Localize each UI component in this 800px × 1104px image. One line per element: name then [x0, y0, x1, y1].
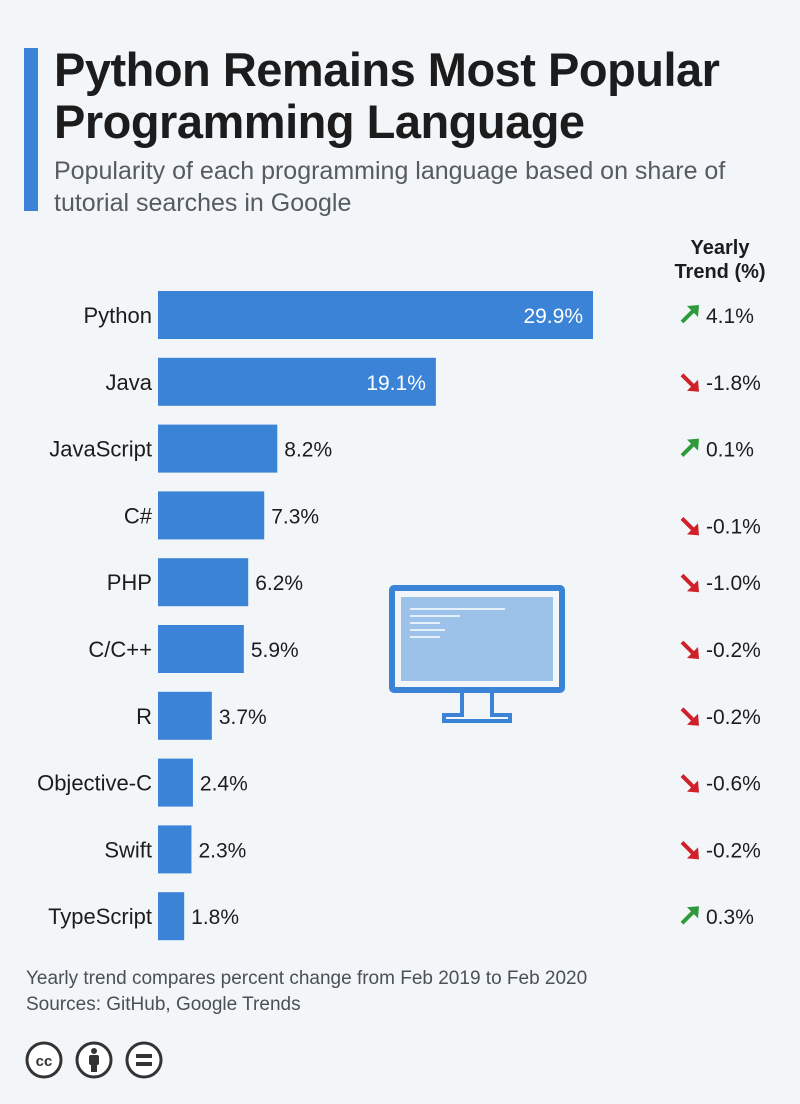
monitor-icon — [389, 585, 565, 723]
trend-label: -0.6% — [706, 773, 761, 796]
trend-header-line1: Yearly — [691, 237, 751, 259]
bar — [158, 558, 249, 607]
trend-layer: 4.1% -1.8% 0.1% -0.1% -1.0% -0.2% -0.2% -0.6% -0… — [680, 305, 761, 929]
svg-text:cc: cc — [36, 1053, 53, 1070]
trend-up-arrow-icon — [680, 906, 699, 925]
trend-label: -0.2% — [706, 706, 761, 729]
footer: Yearly trend compares percent change fro… — [26, 966, 587, 1018]
arrow-head — [687, 580, 699, 593]
arrow-head — [687, 847, 699, 860]
no-derivatives-icon — [125, 1041, 163, 1079]
arrow-head — [687, 780, 699, 793]
page-title: Python Remains Most Popular Programming … — [54, 43, 720, 148]
footer-sources: Sources: GitHub, Google Trends — [26, 994, 301, 1015]
trend-down-arrow-icon — [680, 373, 699, 392]
trend-header-line2: Trend (%) — [674, 261, 765, 283]
category-label: Swift — [104, 837, 152, 862]
value-label: 2.4% — [200, 773, 248, 796]
trend-down-arrow-icon — [680, 774, 699, 793]
title-accent-bar — [24, 48, 38, 211]
footer-note: Yearly trend compares percent change fro… — [26, 968, 588, 989]
category-label: Objective-C — [37, 771, 152, 796]
trend-label: -1.8% — [706, 372, 761, 395]
trend-label: -0.2% — [706, 639, 761, 662]
bar — [158, 491, 265, 540]
arrow-head — [687, 305, 699, 317]
bar — [158, 691, 212, 740]
category-label: C# — [124, 503, 153, 528]
bar — [158, 291, 593, 339]
category-label: Python — [84, 303, 153, 328]
license-icons: cc — [24, 1040, 164, 1080]
bar — [158, 625, 244, 673]
page-subtitle: Popularity of each programming language … — [54, 157, 726, 217]
trend-down-arrow-icon — [680, 840, 699, 860]
trend-label: 0.3% — [706, 906, 754, 929]
arrow-head — [687, 713, 699, 726]
value-label: 3.7% — [219, 706, 267, 729]
value-label: 6.2% — [255, 572, 303, 595]
trend-down-arrow-icon — [680, 640, 699, 659]
value-label: 2.3% — [198, 839, 246, 862]
category-label: Java — [106, 370, 153, 395]
arrow-head — [687, 647, 699, 659]
cc-icon: cc — [25, 1041, 63, 1079]
arrow-head — [687, 379, 699, 392]
trend-up-arrow-icon — [680, 305, 699, 324]
bar — [158, 892, 185, 941]
category-label: R — [136, 704, 152, 729]
bar-chart: Yearly Trend (%) Python 29.9% Java 19.1% Jav… — [37, 237, 766, 941]
trend-label: -0.2% — [706, 839, 761, 862]
value-label: 8.2% — [284, 439, 332, 462]
category-label: JavaScript — [49, 437, 152, 462]
category-label: C/C++ — [88, 637, 152, 662]
trend-label: 0.1% — [706, 439, 754, 462]
bars-layer: Python 29.9% Java 19.1% JavaScript 8.2% C# 7.3%… — [37, 291, 593, 941]
trend-label: -0.1% — [706, 515, 761, 538]
bar — [158, 357, 436, 406]
value-label: 5.9% — [251, 639, 299, 662]
arrow-head — [687, 523, 699, 536]
arrow-head — [687, 906, 699, 919]
trend-label: 4.1% — [706, 305, 754, 328]
value-label: 19.1% — [366, 372, 426, 395]
value-label: 7.3% — [271, 505, 319, 528]
trend-label: -1.0% — [706, 572, 761, 595]
attribution-icon — [75, 1041, 113, 1079]
trend-up-arrow-icon — [680, 438, 699, 458]
trend-down-arrow-icon — [680, 516, 699, 536]
trend-down-arrow-icon — [680, 707, 699, 726]
arrow-head — [687, 438, 699, 451]
bar — [158, 424, 278, 473]
category-label: TypeScript — [48, 904, 152, 929]
category-label: PHP — [107, 570, 152, 595]
bar — [158, 758, 193, 807]
trend-down-arrow-icon — [680, 573, 699, 593]
bar — [158, 825, 192, 874]
value-label: 29.9% — [523, 305, 583, 328]
value-label: 1.8% — [191, 906, 239, 929]
